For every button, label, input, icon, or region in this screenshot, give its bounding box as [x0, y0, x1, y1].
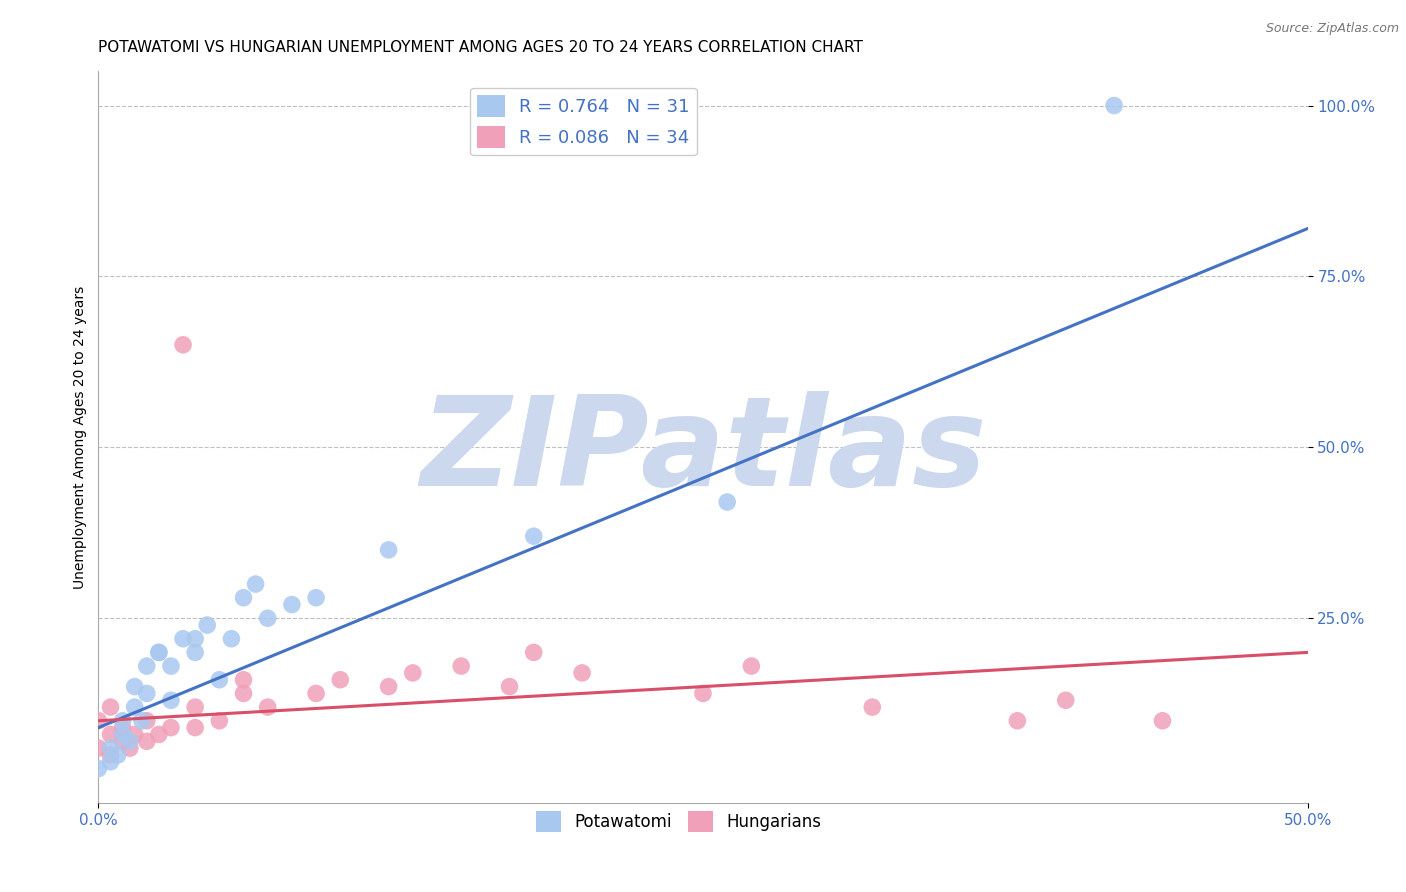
- Point: [571, 665, 593, 680]
- Point: [160, 659, 183, 673]
- Point: [860, 700, 883, 714]
- Point: [148, 645, 170, 659]
- Point: [305, 591, 328, 605]
- Point: [100, 741, 122, 756]
- Legend: Potawatomi, Hungarians: Potawatomi, Hungarians: [529, 805, 828, 838]
- Point: [100, 747, 122, 762]
- Point: [172, 632, 194, 646]
- Point: [232, 591, 254, 605]
- Point: [131, 714, 153, 728]
- Text: Source: ZipAtlas.com: Source: ZipAtlas.com: [1265, 22, 1399, 36]
- Text: ZIPatlas: ZIPatlas: [420, 392, 986, 512]
- Point: [148, 727, 170, 741]
- Point: [208, 673, 231, 687]
- Point: [100, 727, 122, 741]
- Point: [232, 686, 254, 700]
- Point: [281, 598, 304, 612]
- Point: [195, 618, 218, 632]
- Point: [87, 714, 110, 728]
- Point: [256, 611, 278, 625]
- Point: [124, 680, 146, 694]
- Point: [160, 721, 183, 735]
- Point: [740, 659, 762, 673]
- Text: POTAWATOMI VS HUNGARIAN UNEMPLOYMENT AMONG AGES 20 TO 24 YEARS CORRELATION CHART: POTAWATOMI VS HUNGARIAN UNEMPLOYMENT AMO…: [98, 40, 863, 55]
- Point: [160, 693, 183, 707]
- Point: [135, 659, 157, 673]
- Point: [523, 645, 546, 659]
- Point: [100, 755, 122, 769]
- Point: [498, 680, 520, 694]
- Point: [87, 762, 110, 776]
- Point: [1054, 693, 1077, 707]
- Point: [245, 577, 267, 591]
- Point: [87, 741, 110, 756]
- Point: [124, 727, 146, 741]
- Point: [256, 700, 278, 714]
- Point: [377, 542, 399, 557]
- Point: [111, 727, 134, 741]
- Point: [124, 700, 146, 714]
- Point: [111, 734, 134, 748]
- Point: [172, 338, 194, 352]
- Point: [692, 686, 714, 700]
- Point: [184, 721, 207, 735]
- Point: [184, 632, 207, 646]
- Point: [135, 734, 157, 748]
- Point: [377, 680, 399, 694]
- Point: [111, 714, 134, 728]
- Point: [232, 673, 254, 687]
- Point: [329, 673, 352, 687]
- Y-axis label: Unemployment Among Ages 20 to 24 years: Unemployment Among Ages 20 to 24 years: [73, 285, 87, 589]
- Point: [402, 665, 425, 680]
- Point: [523, 529, 546, 543]
- Point: [135, 686, 157, 700]
- Point: [135, 714, 157, 728]
- Point: [1152, 714, 1174, 728]
- Point: [208, 714, 231, 728]
- Point: [107, 747, 129, 762]
- Point: [184, 645, 207, 659]
- Point: [184, 700, 207, 714]
- Point: [148, 645, 170, 659]
- Point: [118, 734, 141, 748]
- Point: [1102, 98, 1125, 112]
- Point: [221, 632, 243, 646]
- Point: [111, 721, 134, 735]
- Point: [118, 741, 141, 756]
- Point: [305, 686, 328, 700]
- Point: [716, 495, 738, 509]
- Point: [100, 700, 122, 714]
- Point: [1007, 714, 1029, 728]
- Point: [450, 659, 472, 673]
